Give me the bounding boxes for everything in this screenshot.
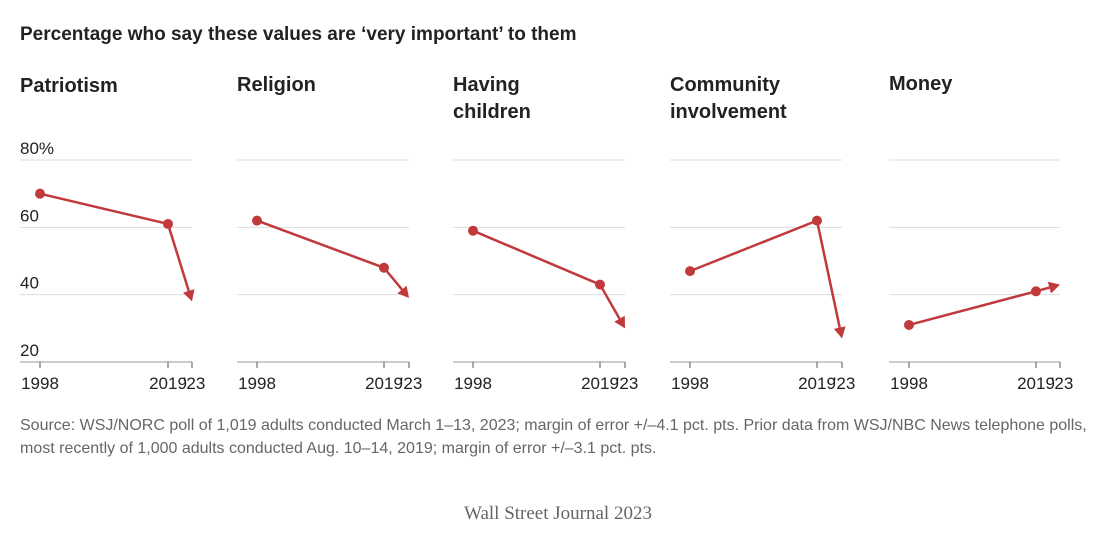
x-tick-label-1998: 1998 xyxy=(671,374,709,393)
y-tick-label-20: 20 xyxy=(20,341,39,360)
panel-title-money: Money xyxy=(889,73,953,95)
x-tick-label-2023: ’23 xyxy=(1051,374,1074,393)
series-line-1998-2019 xyxy=(256,219,385,269)
chart-headline: Percentage who say these values are ‘ver… xyxy=(20,24,577,45)
x-tick-label-1998: 1998 xyxy=(21,374,59,393)
panel-title-community-involvement: Community involvement xyxy=(670,74,787,123)
x-tick-label-2019: 2019 xyxy=(1017,374,1055,393)
x-tick-label-2019: 2019 xyxy=(365,374,403,393)
publisher-credit: Wall Street Journal 2023 xyxy=(464,503,652,524)
x-tick-label-2019: 2019 xyxy=(581,374,619,393)
arrowhead-2023 xyxy=(1047,281,1060,294)
panel-title-patriotism: Patriotism xyxy=(20,75,118,97)
arrowhead-2023 xyxy=(397,285,409,299)
series-line-1998-2019 xyxy=(39,192,169,226)
data-point-1998 xyxy=(252,215,262,226)
x-tick-label-2019: 2019 xyxy=(798,374,836,393)
series-line-2019-2023 xyxy=(166,223,190,292)
x-tick-label-1998: 1998 xyxy=(454,374,492,393)
y-tick-label-80: 80% xyxy=(20,139,54,158)
arrowhead-2023 xyxy=(614,315,625,329)
small-multiples: Patriotism Religion Having children Comm… xyxy=(20,73,1074,393)
series-line-1998-2019 xyxy=(908,290,1037,327)
data-point-1998 xyxy=(685,266,695,277)
x-tick-label-2023: ’23 xyxy=(183,374,206,393)
y-tick-label-60: 60 xyxy=(20,206,39,225)
data-point-2019 xyxy=(379,262,389,273)
panel-title-having-children: Having children xyxy=(453,74,531,123)
data-point-1998 xyxy=(468,225,478,236)
data-point-1998 xyxy=(904,319,914,330)
x-tick-label-2023: ’23 xyxy=(400,374,423,393)
x-tick-label-2023: ’23 xyxy=(616,374,639,393)
data-point-2019 xyxy=(1031,286,1041,297)
y-tick-label-40: 40 xyxy=(20,274,39,293)
data-point-1998 xyxy=(35,188,45,199)
data-point-2019 xyxy=(595,279,605,290)
series-line-1998-2019 xyxy=(689,219,818,273)
series-line-2019-2023 xyxy=(815,220,841,328)
x-tick-label-1998: 1998 xyxy=(890,374,928,393)
data-point-2019 xyxy=(163,218,173,229)
x-tick-label-2019: 2019 xyxy=(149,374,187,393)
arrowhead-2023 xyxy=(183,289,195,302)
source-note: Source: WSJ/NORC poll of 1,019 adults co… xyxy=(20,417,1087,457)
data-point-2019 xyxy=(812,215,822,226)
arrowhead-2023 xyxy=(833,326,846,339)
x-tick-label-2023: ’23 xyxy=(833,374,856,393)
x-tick-label-1998: 1998 xyxy=(238,374,276,393)
panel-title-religion: Religion xyxy=(237,74,316,96)
series-line-1998-2019 xyxy=(472,229,601,286)
series-line-2019-2023 xyxy=(598,283,621,320)
